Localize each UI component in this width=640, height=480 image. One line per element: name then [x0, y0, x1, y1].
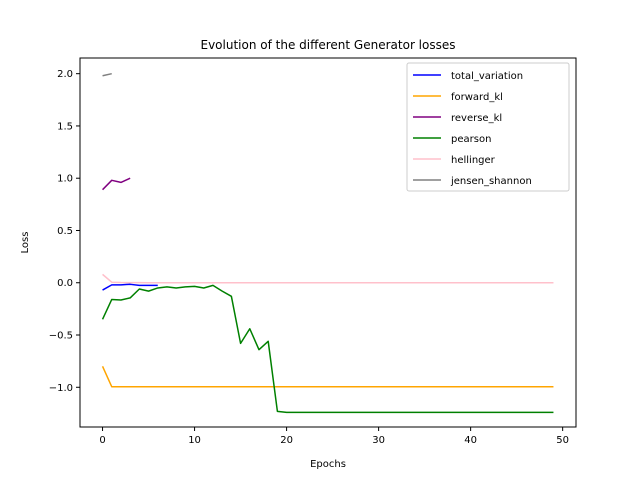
legend: total_variation forward_kl reverse_klpears… [406, 62, 570, 192]
x-axis-label: Epochs [310, 459, 346, 470]
x-tick-label: 10 [188, 435, 201, 446]
legend-label: forward_kl [451, 92, 503, 103]
y-tick-label: 2.0 [57, 69, 73, 80]
y-axis-label: Loss [20, 232, 31, 254]
y-tick-label: 0.0 [57, 278, 73, 289]
legend-label: reverse_kl [451, 113, 502, 124]
y-tick-label: 1.5 [57, 121, 73, 132]
x-tick-label: 0 [99, 435, 105, 446]
y-tick-label: 1.0 [57, 174, 73, 185]
series-line-pearson [101, 284, 554, 414]
x-tick-label: 40 [464, 435, 477, 446]
x-tick-label: 50 [556, 435, 569, 446]
x-tick-label: 30 [372, 435, 385, 446]
legend-label: pearson [451, 134, 491, 145]
legend-label: total_variation [451, 71, 523, 82]
series-line-hellinger [102, 273, 554, 284]
y-tick-label: 0.5 [57, 226, 73, 237]
series-line-total-variation [102, 283, 158, 291]
ticks-layer: 0 10 20 30 40 50 2.0 1.5 1.0 0.5 0.0 −0.5 −1.0 [49, 69, 569, 446]
axes-frame [79, 57, 577, 428]
series-layer [101, 72, 554, 414]
chart-title: Evolution of the different Generator los… [201, 38, 456, 52]
series-line-reverse-kl [102, 177, 131, 191]
series-line-jensen-shannon [102, 72, 112, 77]
series-line-forward-kl [101, 366, 554, 388]
legend-label: jensen_shannon [450, 176, 532, 187]
legend-box [406, 62, 570, 192]
y-tick-label: −1.0 [49, 383, 73, 394]
x-tick-label: 20 [280, 435, 293, 446]
y-tick-label: −0.5 [49, 331, 73, 342]
legend-label: hellinger [451, 155, 496, 166]
